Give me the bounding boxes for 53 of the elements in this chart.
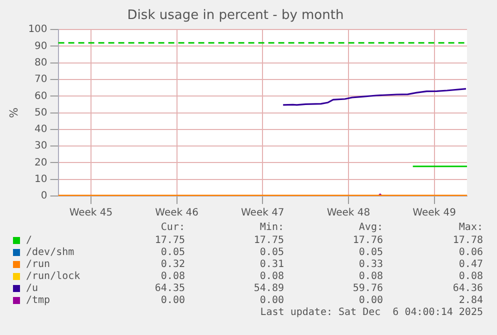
text: 17.75 [154,235,185,246]
text: 0.00 [160,295,185,306]
y-tick-label: 100 [28,24,48,36]
text: 0.00 [260,295,284,306]
text: 59.76 [352,283,383,294]
y-tick-label: 60 [34,90,48,102]
legend-label: /u [26,283,38,294]
text: 0.06 [458,247,483,258]
text: Cur: [160,222,185,233]
text: 17.78 [452,235,483,246]
text: 0.47 [458,259,483,270]
y-tick-label: 70 [34,74,48,86]
text: 0.31 [260,259,284,270]
chart-title: Disk usage in percent - by month [127,8,344,24]
legend-label: / [26,235,32,246]
y-tick-label: 0 [40,190,48,202]
legend-label: /run/lock [26,271,80,282]
text: 0.33 [358,259,383,270]
y-tick-label: 50 [34,107,48,118]
text: 64.36 [452,283,483,294]
text: Last update: Sat Dec 6 04:00:14 2025 [260,307,483,318]
text: Min: [260,222,284,233]
legend-label: /run [26,259,50,270]
y-tick-label: 30 [34,140,48,152]
y-tick-label: 10 [34,174,48,185]
text: 17.75 [254,235,284,246]
text: Avg: [358,222,383,233]
text: 54.89 [254,283,284,294]
x-tick-label: Week 46 [155,208,198,219]
text: 0.08 [160,271,185,282]
y-tick-label: 40 [34,124,48,136]
text: 64.35 [154,283,185,294]
legend-label: /tmp [26,295,50,306]
x-tick-label: Week 48 [326,208,370,219]
y-tick-label: 90 [34,40,48,52]
text: 0.00 [358,295,383,306]
text: 0.32 [160,259,185,270]
text: 0.08 [458,271,483,282]
text: 0.05 [260,247,284,258]
text: 0.08 [260,271,284,282]
text: 0.08 [358,271,383,282]
y-axis-title: % [7,108,20,118]
x-tick-label: Week 47 [240,208,284,219]
x-tick-label: Week 49 [412,208,456,219]
y-tick-label: 20 [34,157,48,168]
x-tick-label: Week 45 [69,208,113,219]
text: Max: [458,222,483,233]
text: 0.05 [160,247,185,258]
text: 2.84 [458,295,483,306]
text: 17.76 [352,235,383,246]
text: 0.05 [358,247,383,258]
y-tick-label: 80 [34,57,48,68]
legend-label: /dev/shm [26,247,74,258]
